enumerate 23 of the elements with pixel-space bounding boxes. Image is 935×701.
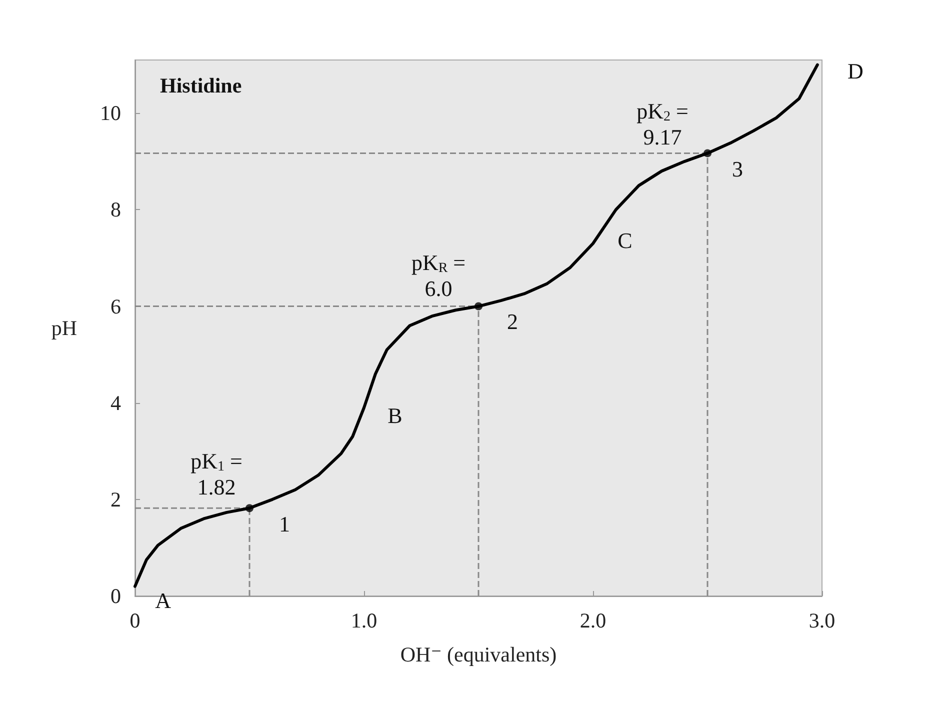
y-tick-label: 10 xyxy=(100,101,121,126)
point xyxy=(246,504,254,512)
point xyxy=(704,149,712,158)
annotation: 1 xyxy=(279,512,290,537)
x-tick-label: 0 xyxy=(130,608,140,632)
y-tick-label: 4 xyxy=(110,390,122,415)
annotation: A xyxy=(155,588,172,613)
y-axis-title: pH xyxy=(51,316,77,340)
annotation: B xyxy=(388,403,402,428)
y-tick-label: 2 xyxy=(110,487,121,512)
annotation: 3 xyxy=(732,156,743,182)
annotation: C xyxy=(618,228,632,253)
point xyxy=(474,302,482,310)
x-tick-label: 2.0 xyxy=(580,608,606,632)
y-tick-label: 6 xyxy=(110,294,121,318)
annotation: D xyxy=(847,58,864,84)
annotation: 2 xyxy=(507,308,518,334)
x-tick-label: 1.0 xyxy=(350,608,378,632)
y-tick-label: 0 xyxy=(110,584,121,608)
text: Histidine xyxy=(160,74,242,98)
x-axis-title: OH⁻ (equivalents) xyxy=(400,642,557,666)
y-tick-label: 8 xyxy=(110,198,121,222)
x-tick-label: 3.0 xyxy=(808,608,836,632)
